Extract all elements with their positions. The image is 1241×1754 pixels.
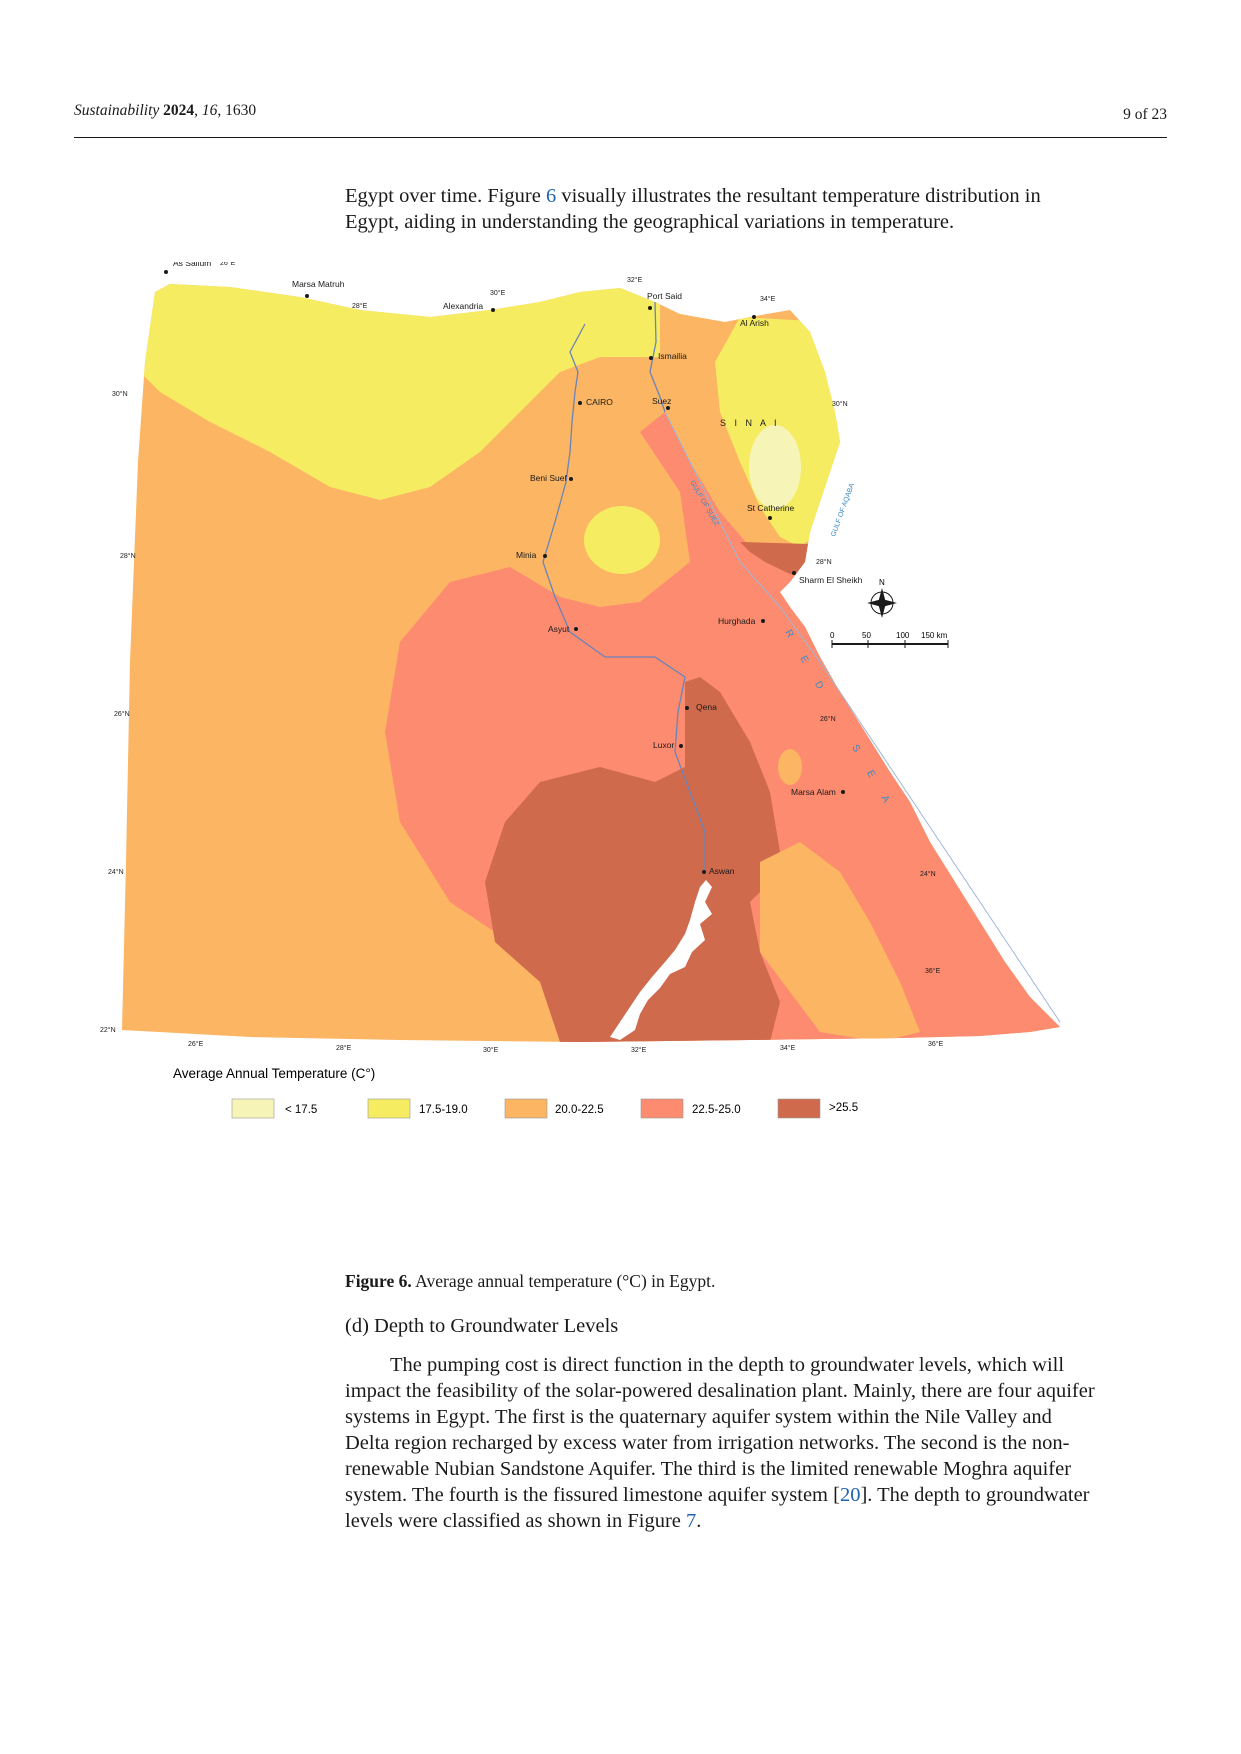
lat-label: 24°N bbox=[108, 868, 124, 876]
north-arrow-icon: N bbox=[867, 578, 897, 618]
lat-label-east: 30°N bbox=[832, 400, 848, 408]
journal-volume: 16 bbox=[201, 102, 218, 119]
scale-tick: 100 bbox=[896, 631, 910, 640]
city-label: Hurghada bbox=[718, 616, 756, 626]
legend-swatch bbox=[367, 1098, 411, 1119]
city-label: Port Said bbox=[647, 291, 682, 301]
city-label: Marsa Alam bbox=[791, 787, 836, 797]
lon-label: 28°E bbox=[336, 1044, 352, 1052]
lon-label: 36°E bbox=[928, 1040, 944, 1048]
lon-label: 34°E bbox=[780, 1044, 796, 1052]
city-label: Marsa Matruh bbox=[292, 279, 345, 289]
city-label: Suez bbox=[652, 396, 671, 406]
legend-label: < 17.5 bbox=[285, 1104, 317, 1116]
section-heading: (d) Depth to Groundwater Levels bbox=[345, 1315, 619, 1337]
scale-tick: 0 bbox=[830, 631, 835, 640]
groundwater-paragraph: The pumping cost is direct function in t… bbox=[345, 1352, 1167, 1534]
legend-title: Average Annual Temperature (C°) bbox=[173, 1066, 375, 1081]
city-label: Qena bbox=[696, 702, 717, 712]
lon-label: 32°E bbox=[631, 1046, 647, 1054]
intro-text: visually illustrates the resultant tempe… bbox=[556, 185, 1041, 207]
lat-label: 22°N bbox=[100, 1026, 116, 1034]
lat-label: 30°N bbox=[112, 390, 128, 398]
map-legend: Average Annual Temperature (C°) < 17.5 1… bbox=[173, 1066, 858, 1119]
city-label: Al Arish bbox=[740, 318, 769, 328]
paragraph-line: Delta region recharged by excess water f… bbox=[345, 1432, 1070, 1454]
lon-label-top: 30°E bbox=[490, 289, 506, 297]
paragraph-line: renewable Nubian Sandstone Aquifer. The … bbox=[345, 1458, 1072, 1480]
scale-bar: 0 50 100 150 km bbox=[830, 631, 949, 648]
sinai-label: S I N A I bbox=[720, 418, 780, 428]
city-label: As Sallum bbox=[173, 262, 211, 268]
lon-label-top: 36°E bbox=[925, 967, 941, 975]
paragraph-line: impact the feasibility of the solar-powe… bbox=[345, 1380, 1095, 1402]
legend-label: 20.0-22.5 bbox=[555, 1104, 604, 1116]
lon-label: 30°E bbox=[483, 1046, 499, 1054]
journal-year: 2024 bbox=[163, 102, 195, 119]
caption-label: Figure 6. bbox=[345, 1271, 412, 1291]
header-rule bbox=[74, 137, 1167, 138]
gulf-aqaba-label: GULF OF AQABA bbox=[830, 482, 856, 537]
article-number: , 1630 bbox=[217, 102, 257, 119]
city-label: Alexandria bbox=[443, 301, 483, 311]
city-label: Sharm El Sheikh bbox=[799, 575, 863, 585]
city-label: Ismailia bbox=[658, 351, 687, 361]
city-label: Aswan bbox=[709, 866, 735, 876]
paragraph-text: ]. The depth to groundwater bbox=[860, 1484, 1090, 1506]
north-label: N bbox=[879, 578, 885, 587]
figure-7-link[interactable]: 7 bbox=[686, 1510, 697, 1532]
page-number: 9 of 23 bbox=[1123, 106, 1167, 123]
lat-label: 28°N bbox=[120, 552, 136, 560]
intro-paragraph: Egypt over time. Figure 6 visually illus… bbox=[345, 183, 1167, 235]
intro-text: Egypt over time. Figure bbox=[345, 185, 546, 207]
city-label: Luxor bbox=[653, 740, 674, 750]
legend-swatch bbox=[231, 1098, 275, 1119]
journal-name: Sustainability bbox=[74, 102, 160, 119]
caption-text: Average annual temperature (°C) in Egypt… bbox=[411, 1271, 716, 1291]
paragraph-text: system. The fourth is the fissured limes… bbox=[345, 1484, 840, 1506]
city-label: St Catherine bbox=[747, 503, 795, 513]
lat-label-east: 26°N bbox=[820, 715, 836, 723]
scale-tick: 50 bbox=[862, 631, 871, 640]
legend-swatch bbox=[777, 1098, 821, 1119]
paragraph-line: systems in Egypt. The first is the quate… bbox=[345, 1406, 1052, 1428]
scale-tick: 150 km bbox=[921, 631, 948, 640]
city-label: Beni Suef bbox=[530, 473, 567, 483]
legend-label: 22.5-25.0 bbox=[692, 1104, 741, 1116]
paragraph-text: levels were classified as shown in Figur… bbox=[345, 1510, 687, 1532]
reference-20-link[interactable]: 20 bbox=[839, 1484, 861, 1506]
running-header: Sustainability 2024, 16, 1630 bbox=[74, 102, 257, 119]
lon-label-top: 34°E bbox=[760, 295, 776, 303]
temperature-map: M E D I T E R R A N E A N S E A S I N A … bbox=[100, 262, 1061, 1119]
lon-label: 26°E bbox=[188, 1040, 204, 1048]
lon-label-top: 32°E bbox=[627, 276, 643, 284]
legend-swatch bbox=[640, 1098, 684, 1119]
lat-label-east: 28°N bbox=[816, 558, 832, 566]
legend-label: 17.5-19.0 bbox=[419, 1104, 468, 1116]
city-label: Asyut bbox=[548, 624, 570, 634]
figure-6-link[interactable]: 6 bbox=[545, 185, 557, 207]
lat-label-east: 24°N bbox=[920, 870, 936, 878]
city-label: CAIRO bbox=[586, 397, 613, 407]
legend-label: >25.5 bbox=[829, 1102, 858, 1114]
lon-label-top: 26°E bbox=[220, 262, 236, 267]
lon-label-top: 28°E bbox=[352, 302, 368, 310]
city-label: Minia bbox=[516, 550, 537, 560]
lat-label: 26°N bbox=[114, 710, 130, 718]
paragraph-text: . bbox=[696, 1510, 702, 1532]
intro-line-2: Egypt, aiding in understanding the geogr… bbox=[345, 211, 955, 233]
legend-swatch bbox=[504, 1098, 548, 1119]
paragraph-line: The pumping cost is direct function in t… bbox=[390, 1354, 1065, 1376]
figure-caption: Figure 6. Average annual temperature (°C… bbox=[345, 1271, 715, 1292]
